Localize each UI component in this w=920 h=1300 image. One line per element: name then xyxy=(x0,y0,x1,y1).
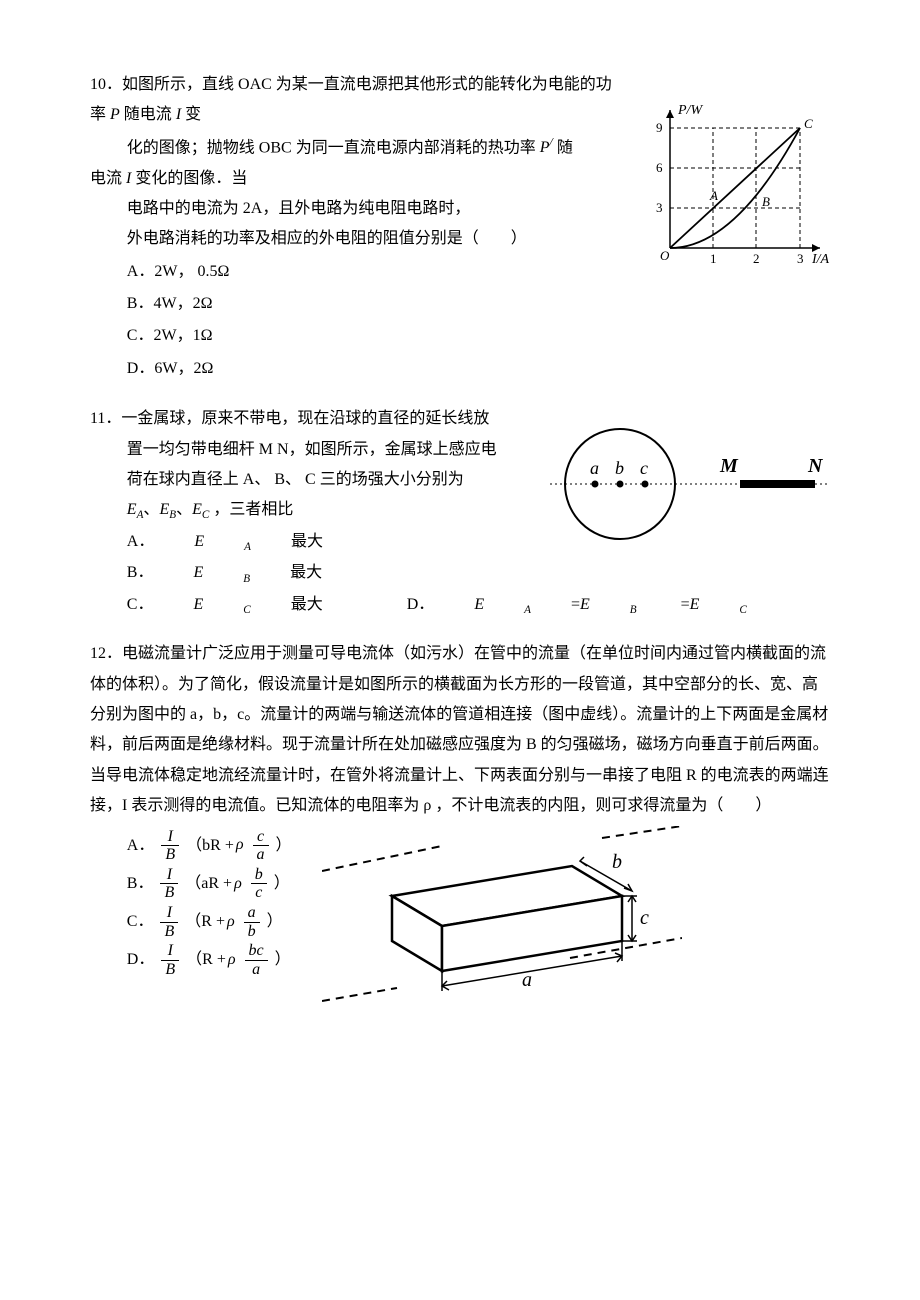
question-10: A B C O P/W I/A 3 6 9 1 2 3 10．如图所示，直线 O… xyxy=(90,70,830,386)
svg-text:a: a xyxy=(590,458,599,478)
flowmeter-figure: a c b xyxy=(322,826,682,1026)
q12-figure: a c b xyxy=(322,826,682,1026)
svg-text:b: b xyxy=(615,458,624,478)
q10-graph: A B C O P/W I/A 3 6 9 1 2 3 xyxy=(640,98,830,268)
svg-text:P/W: P/W xyxy=(677,103,703,118)
q11-figure: a b c M N xyxy=(550,414,830,554)
svg-text:B: B xyxy=(762,194,770,209)
svg-text:N: N xyxy=(807,455,824,477)
q12-number: 12． xyxy=(90,645,122,662)
svg-text:I/A: I/A xyxy=(811,252,830,267)
q11-option-c: C．EC 最大 xyxy=(127,590,363,621)
svg-text:C: C xyxy=(804,116,813,131)
svg-text:6: 6 xyxy=(656,160,663,175)
svg-text:c: c xyxy=(640,907,649,929)
q11-option-a: A．EA 最大 xyxy=(127,527,363,558)
svg-text:c: c xyxy=(640,458,648,478)
svg-text:a: a xyxy=(522,969,532,991)
svg-text:2: 2 xyxy=(753,251,760,266)
svg-text:O: O xyxy=(660,248,670,263)
svg-text:3: 3 xyxy=(656,200,663,215)
q10-option-c: C．2W，1Ω xyxy=(127,321,830,351)
q12-option-b: B． IB （aR +ρ bc ） xyxy=(127,866,292,902)
q11-option-d: D．EA=EB =EC xyxy=(407,590,787,621)
svg-text:b: b xyxy=(612,851,622,873)
q12-option-d: D． IB （R +ρ bca ） xyxy=(127,942,292,978)
q12-options: A． IB （bR +ρ ca ） B． IB （aR +ρ bc ） C． I… xyxy=(127,826,292,981)
power-current-graph: A B C O P/W I/A 3 6 9 1 2 3 xyxy=(640,98,830,268)
svg-text:M: M xyxy=(719,455,739,477)
q12-option-a: A． IB （bR +ρ ca ） xyxy=(127,828,292,864)
sphere-rod-figure: a b c M N xyxy=(550,414,830,554)
q12-option-c: C． IB （R +ρ ab ） xyxy=(127,904,292,940)
q10-options: A．2W， 0.5Ω B．4W，2Ω C．2W，1Ω D．6W，2Ω xyxy=(127,257,830,385)
svg-text:A: A xyxy=(709,188,718,203)
svg-text:1: 1 xyxy=(710,251,717,266)
q10-option-b: B．4W，2Ω xyxy=(127,289,830,319)
svg-text:3: 3 xyxy=(797,251,804,266)
q10-option-d: D．6W，2Ω xyxy=(127,354,830,384)
q10-number: 10． xyxy=(90,76,122,93)
question-12: 12．电磁流量计广泛应用于测量可导电流体（如污水）在管中的流量（在单位时间内通过… xyxy=(90,639,830,1025)
question-11: a b c M N 11．一金属球，原来不带电，现在沿球的直径的延长线放 置一均… xyxy=(90,404,830,621)
svg-text:9: 9 xyxy=(656,120,663,135)
q11-option-b: B．EB 最大 xyxy=(127,558,362,589)
q11-number: 11． xyxy=(90,410,121,427)
